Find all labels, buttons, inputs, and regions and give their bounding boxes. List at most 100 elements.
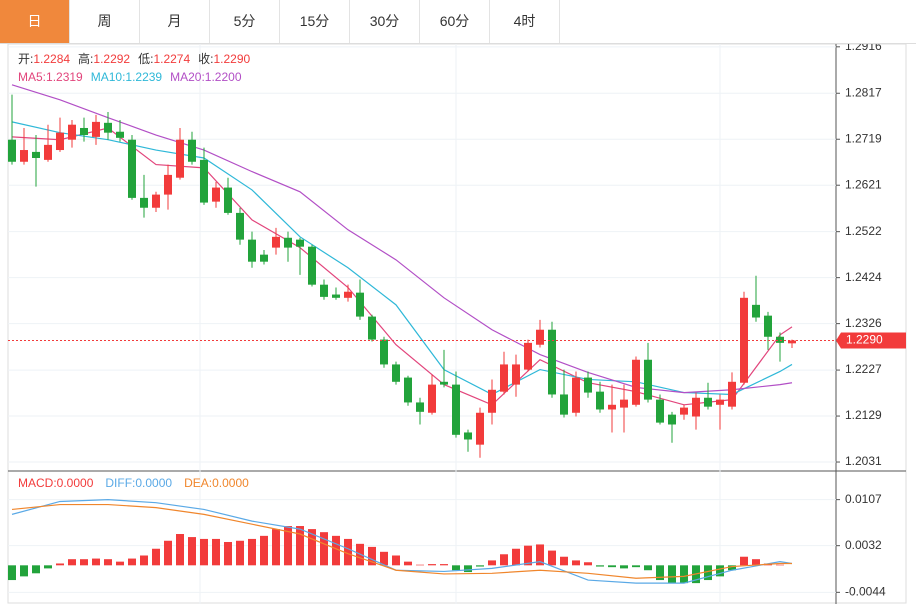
- macd-bar: [632, 565, 640, 568]
- candle-body: [680, 407, 688, 415]
- candle-body: [320, 284, 328, 297]
- candle-body: [572, 377, 580, 413]
- period-tab[interactable]: 15分: [280, 0, 350, 43]
- legend-name: MACD:: [18, 476, 57, 490]
- macd-bar: [740, 556, 748, 566]
- macd-bar: [176, 534, 184, 566]
- candle-body: [116, 131, 124, 138]
- candle-body: [452, 384, 460, 435]
- candle-body: [176, 139, 184, 178]
- macd-bar: [440, 564, 448, 566]
- legend-name: DEA:: [184, 476, 212, 490]
- macd-line: [11, 503, 792, 579]
- macd-bar: [656, 565, 664, 581]
- macd-bar: [140, 555, 148, 566]
- period-tab[interactable]: 4时: [490, 0, 560, 43]
- period-tab[interactable]: 月: [140, 0, 210, 43]
- macd-bar: [404, 561, 412, 566]
- macd-bar: [752, 559, 760, 566]
- price-tag: [836, 332, 906, 349]
- candle-body: [212, 187, 220, 202]
- candle-body: [380, 339, 388, 365]
- candle-body: [272, 236, 280, 248]
- macd-bar: [560, 556, 568, 566]
- macd-bar: [464, 565, 472, 573]
- candle-body: [476, 412, 484, 445]
- candle-body: [152, 194, 160, 208]
- candle-body: [140, 197, 148, 208]
- macd-bar: [236, 540, 244, 566]
- period-tab[interactable]: 60分: [420, 0, 490, 43]
- macd-bar: [284, 526, 292, 566]
- candle-body: [644, 359, 652, 400]
- candle-body: [620, 399, 628, 408]
- legend-name: 开:: [18, 52, 33, 66]
- macd-bar: [248, 538, 256, 566]
- macd-bar: [416, 564, 424, 566]
- legend-value: 0.0000: [135, 476, 172, 490]
- macd-bar: [524, 545, 532, 566]
- macd-bar: [128, 558, 136, 566]
- y-tick-label: 1.2424: [845, 270, 882, 284]
- legend-name: MA10:: [91, 70, 126, 84]
- macd-bar: [212, 538, 220, 566]
- macd-bar: [152, 548, 160, 566]
- legend: MACD:0.0000 DIFF:0.0000 DEA:0.0000: [18, 476, 249, 490]
- macd-bar: [704, 565, 712, 581]
- candle-body: [584, 377, 592, 393]
- macd-bar: [776, 564, 784, 566]
- macd-bar: [680, 565, 688, 584]
- macd-bar: [224, 541, 232, 566]
- macd-bar: [716, 565, 724, 577]
- candle-body: [308, 246, 316, 285]
- period-tab[interactable]: 周: [70, 0, 140, 43]
- macd-bar: [668, 565, 676, 584]
- candle-body: [704, 397, 712, 407]
- period-tab[interactable]: 5分: [210, 0, 280, 43]
- candle-body: [56, 132, 64, 151]
- candle-body: [404, 377, 412, 403]
- macd-bar: [728, 565, 736, 571]
- macd-bar: [380, 551, 388, 566]
- macd-bar: [272, 529, 280, 566]
- period-tab[interactable]: 日: [0, 0, 70, 43]
- macd-bar: [104, 559, 112, 566]
- macd-bar: [92, 558, 100, 566]
- candle-body: [92, 121, 100, 137]
- macd-bar: [608, 565, 616, 568]
- y-tick-label: 1.2326: [845, 316, 882, 330]
- legend-name: 低:: [138, 52, 153, 66]
- macd-bar: [596, 565, 604, 567]
- macd-bar: [452, 565, 460, 571]
- macd-bar: [44, 565, 52, 569]
- period-tab[interactable]: 30分: [350, 0, 420, 43]
- candle-body: [296, 239, 304, 247]
- candle-body: [428, 384, 436, 413]
- candle-body: [632, 359, 640, 405]
- macd-line: [11, 499, 793, 584]
- candle-body: [560, 394, 568, 415]
- candle-body: [416, 402, 424, 412]
- y-tick-label: 1.2817: [845, 85, 882, 99]
- candle-body: [236, 212, 244, 240]
- candle-body: [80, 127, 88, 136]
- candle-body: [248, 239, 256, 262]
- candle-body: [440, 381, 448, 385]
- candle-body: [392, 364, 400, 382]
- y-tick-label: 1.2916: [845, 44, 882, 53]
- candle-body: [128, 139, 136, 198]
- candle-body: [8, 139, 16, 162]
- candle-body: [764, 315, 772, 337]
- candle-body: [692, 397, 700, 417]
- candle-body: [188, 139, 196, 162]
- candle-body: [368, 316, 376, 340]
- macd-bar: [368, 546, 376, 566]
- ma-line: [11, 121, 793, 396]
- macd-bar: [512, 548, 520, 566]
- candle-body: [548, 329, 556, 395]
- candle-body: [608, 404, 616, 410]
- macd-bar: [308, 529, 316, 566]
- candle-body: [500, 364, 508, 392]
- macd-bar: [68, 559, 76, 566]
